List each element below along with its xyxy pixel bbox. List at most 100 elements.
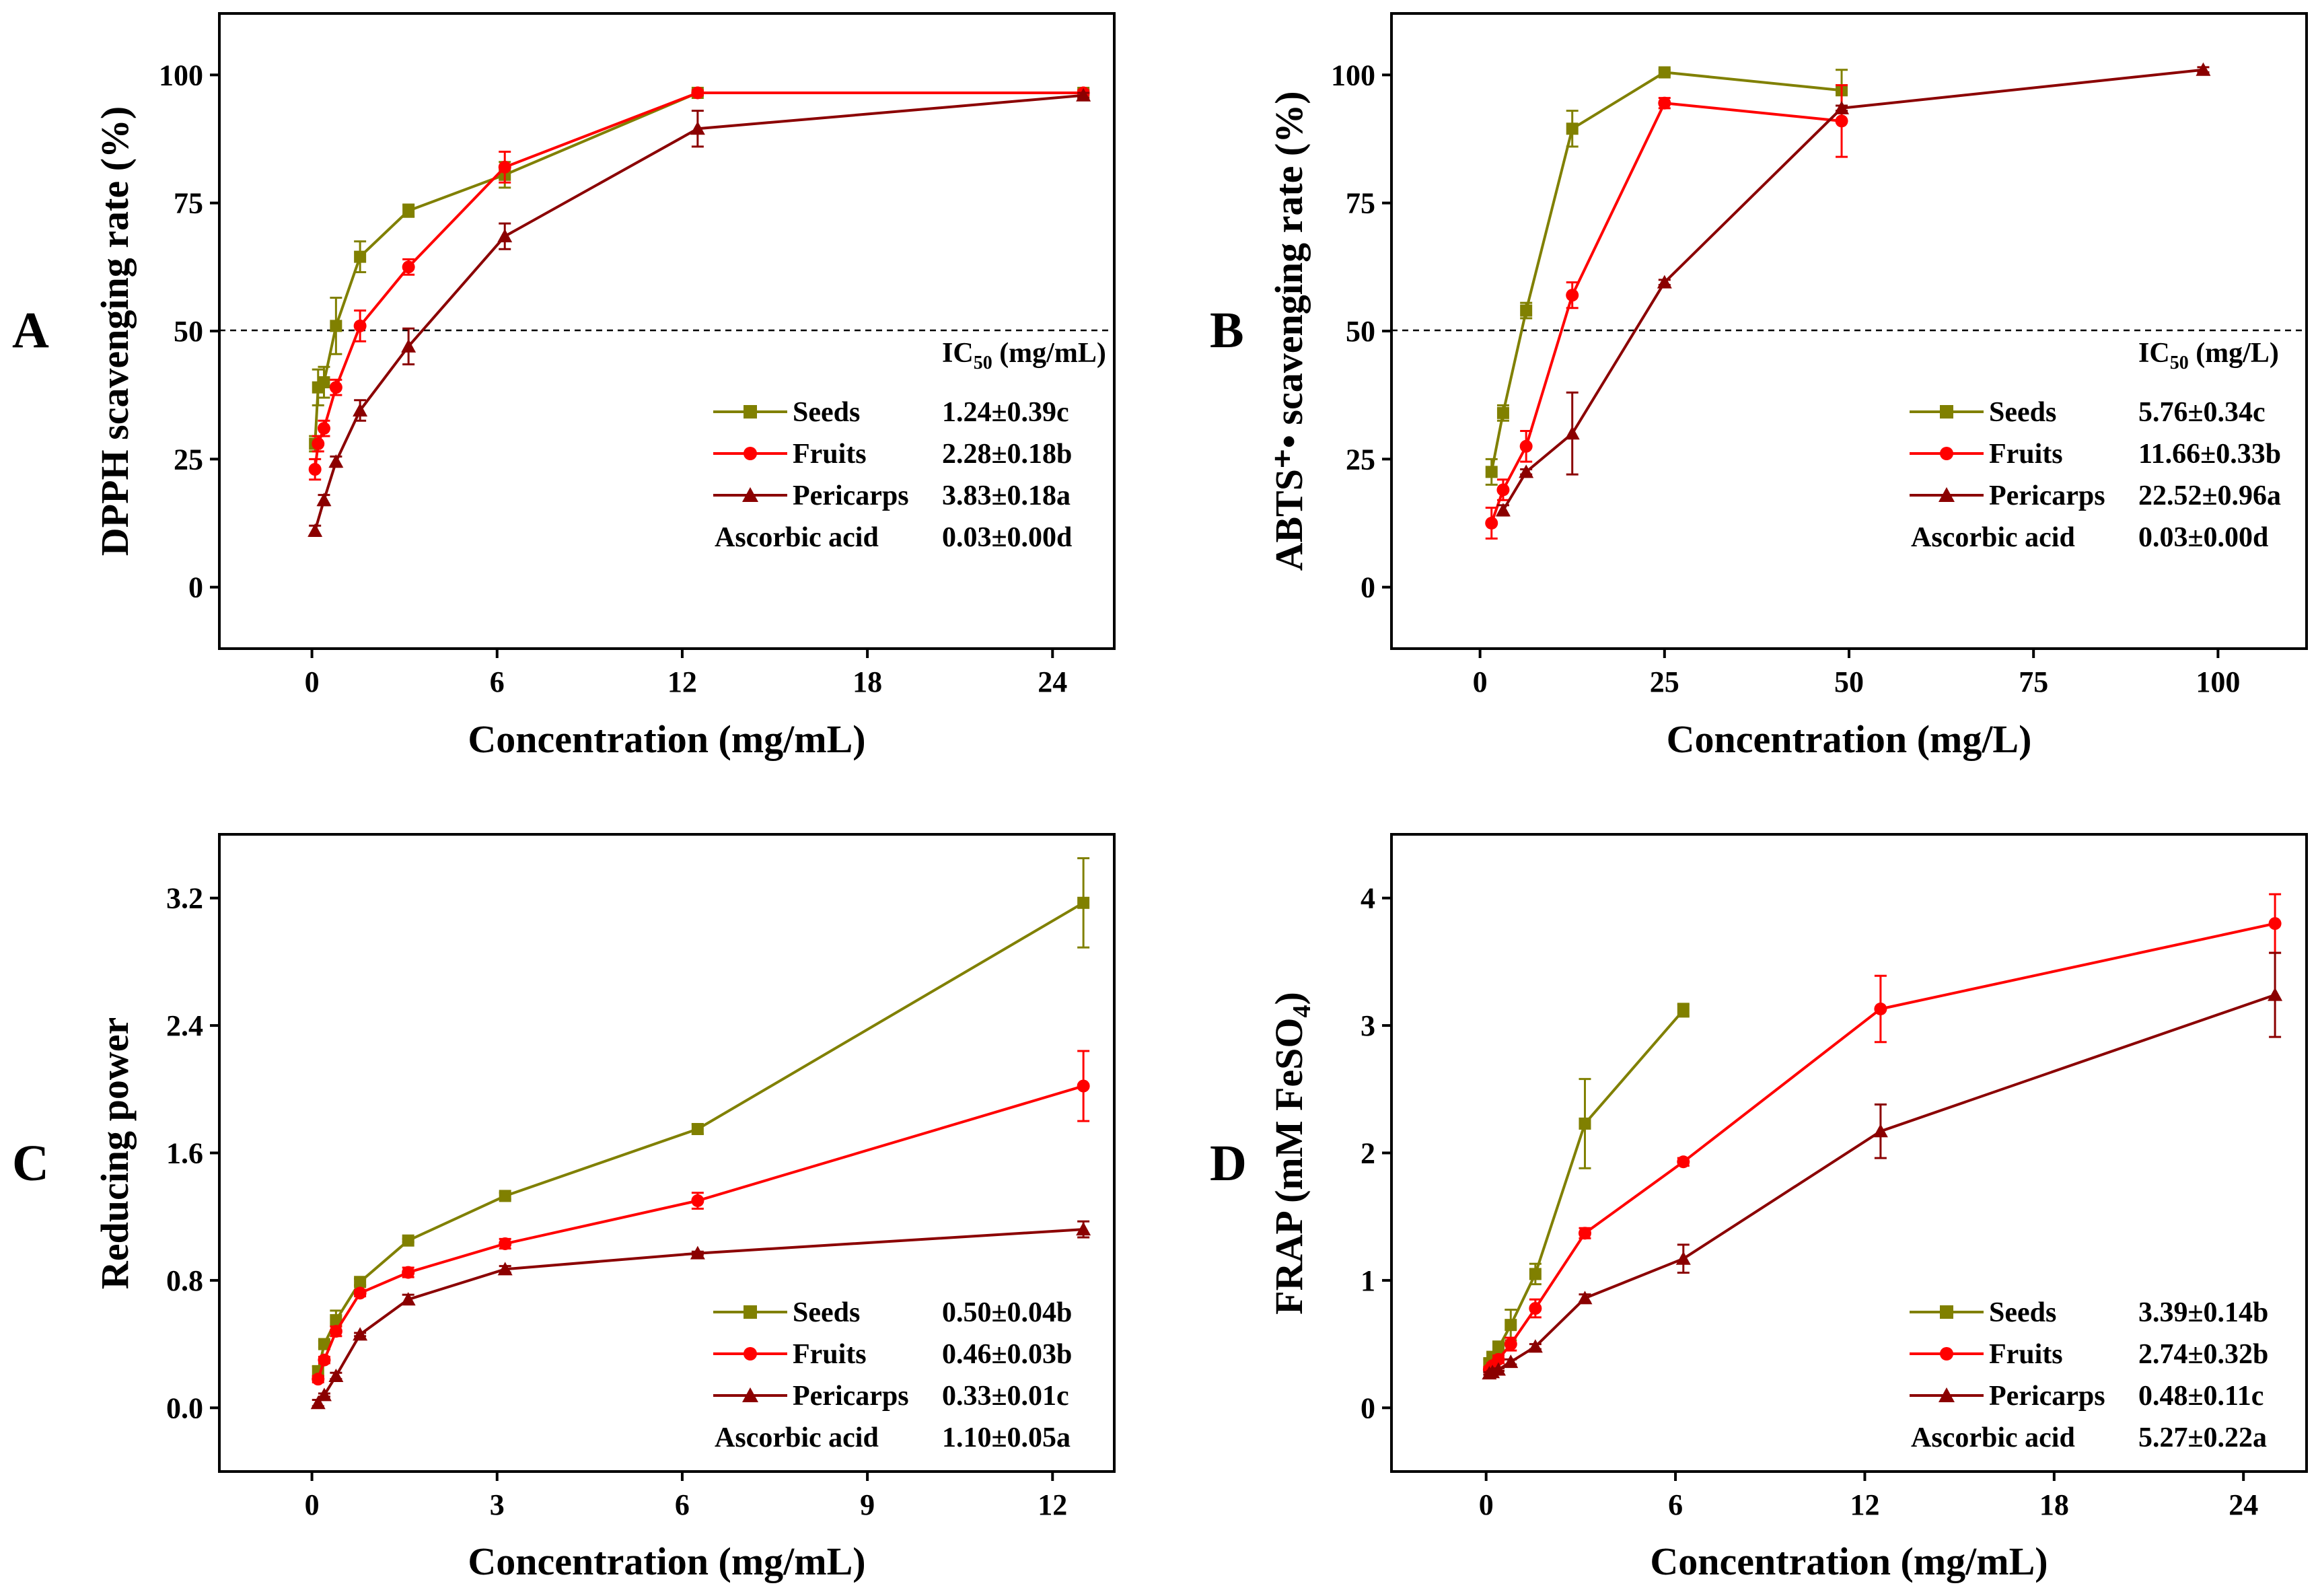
panel-a-x-tick-label: 12 [667, 665, 697, 698]
panel-d-y-tick-label: 2 [1361, 1137, 1375, 1170]
panel-a-seeds-data-point [330, 320, 342, 332]
panel-b-fruits-data-point [1835, 114, 1848, 128]
panel-b-ic50-ascorbic: 0.03±0.00d [2138, 522, 2268, 553]
panel-a-seeds-data-point [354, 250, 367, 263]
panel-d-seeds-data-point [1529, 1268, 1542, 1280]
panel-b-fruits-data-point [1485, 516, 1498, 530]
panel-c-x-tick-label: 0 [305, 1488, 320, 1521]
panel-c-y-tick-label: 2.4 [166, 1009, 203, 1042]
panel-c-legend-seeds-label: Seeds [793, 1297, 860, 1328]
panel-b-y-ticks: 0 25 50 75 100 [1331, 59, 1391, 604]
panel-c-pericarps-data-point [400, 1292, 416, 1306]
panel-d-pericarps-data-point [1527, 1339, 1543, 1353]
panel-a-fruits-data-point [312, 437, 325, 450]
panel-d-fruits-data-point [1492, 1352, 1505, 1366]
panel-d-plot-area [1482, 893, 2283, 1380]
panel-b-seeds-data-point [1485, 466, 1498, 478]
panel-a-pericarps-data-point [328, 454, 344, 468]
panel-b-legend-ascorbic-label: Ascorbic acid [1911, 522, 2075, 553]
panel-d-pericarps-data-point [1675, 1251, 1691, 1265]
panel-d-value-fruits: 2.74±0.32b [2138, 1339, 2268, 1370]
panel-b-x-tick-label: 0 [1473, 665, 1488, 698]
panel-b-x-ticks: 0 25 50 75 100 [1473, 649, 2240, 698]
panel-d-fruits-data-point [1578, 1227, 1591, 1240]
panel-c-pericarps-data-point [310, 1395, 326, 1410]
panel-d-seeds-data-point [1677, 1004, 1690, 1017]
panel-a-legend-seeds-marker [744, 405, 757, 419]
panel-c-legend-ascorbic-label: Ascorbic acid [715, 1422, 879, 1453]
panel-a-y-ticks: 0 25 50 75 100 [159, 59, 219, 604]
panel-c-pericarps-data-point [353, 1327, 368, 1341]
panel-a-fruits-data-point [353, 319, 367, 332]
panel-b-legend-pericarps-marker [1939, 487, 1955, 502]
panel-d-y-tick-label: 1 [1361, 1264, 1375, 1297]
panel-d-pericarps-data-point [1577, 1291, 1593, 1305]
panel-b-ic50-seeds: 5.76±0.34c [2138, 397, 2266, 428]
panel-c-pericarps-data-point [497, 1262, 513, 1276]
panel-d-pericarps-data-point [1490, 1362, 1506, 1376]
panel-a-pericarps-series-line [314, 94, 1084, 532]
panel-b-legend-pericarps-label: Pericarps [1989, 480, 2105, 511]
panel-a-ic50-fruits: 2.28±0.18b [942, 439, 1072, 470]
panel-a-pericarps-data-point [497, 229, 513, 243]
panel-a-legend: IC50 (mg/mL) Seeds 1.24±0.39c Fruits 2.2… [713, 338, 1106, 553]
panel-d-x-tick-label: 24 [2229, 1488, 2258, 1521]
panel-a-y-tick-label: 0 [188, 571, 203, 604]
panel-a-x-axis-label: Concentration (mg/mL) [468, 717, 865, 761]
panel-d-y-tick-label: 3 [1361, 1009, 1375, 1042]
panel-d-seeds-data-point [1492, 1342, 1505, 1354]
panel-c-seeds-data-point [1077, 896, 1090, 909]
panel-b-pericarps-data-point [1519, 464, 1534, 478]
panel-d-fruits-data-point [1874, 1002, 1887, 1015]
panel-c-pericarps-data-point [690, 1245, 705, 1260]
panel-c-value-seeds: 0.50±0.04b [942, 1297, 1072, 1328]
panel-a-x-tick-label: 0 [305, 665, 320, 698]
panel-b-fruits-data-point [1519, 439, 1533, 453]
panel-b-legend-seeds-label: Seeds [1989, 397, 2056, 428]
panel-b-ic50-header: IC50 (mg/L) [2138, 338, 2279, 373]
panel-d-pericarps-data-point [1873, 1124, 1888, 1138]
panel-c-y-tick-label: 1.6 [166, 1137, 203, 1170]
panel-a: A 0 6 12 18 24 0 25 50 75 100 Concentration (mg/… [12, 12, 1116, 761]
panel-b-y-tick-label: 25 [1346, 443, 1375, 476]
panel-b-fruits-series-line [1490, 102, 1842, 524]
panel-c-x-tick-label: 12 [1038, 1488, 1067, 1521]
panel-letter-a: A [12, 302, 49, 359]
panel-a-legend-seeds-label: Seeds [793, 397, 860, 428]
panel-c-legend-fruits-label: Fruits [793, 1339, 867, 1370]
panel-c-seeds-data-point [402, 1234, 414, 1247]
panel-a-seeds-data-point [402, 205, 415, 217]
panel-b-x-tick-label: 100 [2196, 665, 2240, 698]
panel-c-x-axis-label: Concentration (mg/mL) [468, 1539, 865, 1583]
panel-d-legend-fruits-marker [1940, 1347, 1953, 1361]
panel-a-y-tick-label: 25 [174, 443, 203, 476]
panel-a-pericarps-data-point [401, 338, 416, 353]
panel-c-seeds-data-point [499, 1190, 511, 1202]
panel-a-fruits-data-point [308, 463, 322, 476]
panel-b-seeds-data-point [1520, 304, 1533, 317]
panel-a-fruits-data-point [691, 86, 704, 100]
panel-b-x-tick-label: 50 [1834, 665, 1864, 698]
panel-c-value-ascorbic: 1.10±0.05a [942, 1422, 1071, 1453]
panel-b-y-axis-label: ABTS⁺• scavenging rate (%) [1267, 91, 1311, 571]
panel-c-x-tick-label: 3 [490, 1488, 505, 1521]
panel-d-legend-ascorbic-label: Ascorbic acid [1911, 1422, 2075, 1453]
panel-d-y-axis-label: FRAP (mM FeSO4) [1267, 992, 1316, 1315]
panel-c-plot-area [310, 857, 1091, 1410]
panel-b-pericarps-data-point [1834, 100, 1850, 114]
panel-a-pericarps-data-point [316, 493, 332, 507]
panel-c-fruits-data-point [402, 1266, 415, 1279]
panel-a-ic50-header: IC50 (mg/mL) [942, 338, 1106, 373]
panel-c-legend-pericarps-label: Pericarps [793, 1381, 909, 1412]
panel-b-seeds-series-line [1490, 71, 1842, 472]
panel-a-plot-area [307, 86, 1091, 538]
panel-d-fruits-data-point [2268, 917, 2282, 931]
panel-c-seeds-data-point [691, 1122, 704, 1135]
panel-a-legend-fruits-marker [744, 447, 757, 460]
panel-b-pericarps-data-point [1564, 426, 1580, 440]
panel-c-seeds-data-point [354, 1276, 367, 1289]
panel-c-fruits-data-point [318, 1353, 331, 1367]
panel-d-x-tick-label: 6 [1668, 1488, 1683, 1521]
